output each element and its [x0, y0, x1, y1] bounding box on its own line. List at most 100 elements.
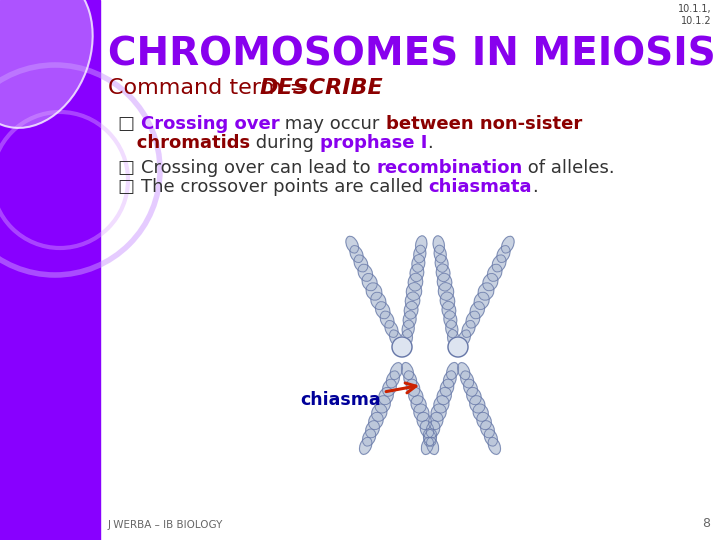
Ellipse shape: [421, 437, 433, 455]
Ellipse shape: [414, 245, 426, 263]
Ellipse shape: [457, 363, 470, 380]
Ellipse shape: [406, 379, 420, 396]
Circle shape: [448, 337, 468, 357]
Ellipse shape: [363, 429, 376, 446]
Ellipse shape: [376, 302, 390, 319]
Ellipse shape: [458, 330, 470, 347]
Ellipse shape: [477, 412, 491, 430]
Text: between non-sister: between non-sister: [385, 115, 582, 133]
Ellipse shape: [414, 404, 429, 421]
Text: chiasma: chiasma: [300, 383, 416, 409]
Circle shape: [392, 337, 412, 357]
Ellipse shape: [436, 264, 450, 282]
Ellipse shape: [437, 273, 452, 291]
Ellipse shape: [464, 379, 477, 396]
Text: of alleles.: of alleles.: [523, 159, 615, 177]
Ellipse shape: [488, 437, 500, 454]
Ellipse shape: [385, 320, 398, 338]
Text: J WERBA – IB BIOLOGY: J WERBA – IB BIOLOGY: [108, 520, 223, 530]
Ellipse shape: [435, 254, 448, 272]
Ellipse shape: [440, 292, 455, 310]
Ellipse shape: [0, 0, 93, 128]
Ellipse shape: [354, 255, 368, 272]
Ellipse shape: [497, 246, 510, 262]
Ellipse shape: [362, 273, 377, 291]
Ellipse shape: [470, 302, 485, 319]
Ellipse shape: [401, 329, 413, 347]
Text: Command term =: Command term =: [108, 78, 315, 98]
Ellipse shape: [404, 301, 418, 319]
Ellipse shape: [404, 371, 417, 388]
Ellipse shape: [431, 404, 446, 421]
Text: 8: 8: [702, 517, 710, 530]
Ellipse shape: [462, 320, 475, 338]
Ellipse shape: [478, 283, 494, 300]
Ellipse shape: [492, 255, 506, 272]
Ellipse shape: [403, 310, 416, 328]
Ellipse shape: [417, 412, 431, 430]
Text: The crossover points are called: The crossover points are called: [140, 178, 428, 196]
Ellipse shape: [375, 396, 390, 413]
Ellipse shape: [411, 396, 426, 413]
Ellipse shape: [406, 282, 422, 300]
Ellipse shape: [448, 329, 459, 347]
Ellipse shape: [438, 282, 454, 300]
Ellipse shape: [461, 371, 474, 388]
Ellipse shape: [442, 301, 456, 319]
Ellipse shape: [483, 273, 498, 291]
Text: □: □: [118, 178, 140, 196]
Ellipse shape: [485, 429, 498, 446]
Ellipse shape: [415, 236, 427, 254]
Ellipse shape: [437, 387, 451, 405]
Ellipse shape: [428, 412, 443, 430]
Text: may occur: may occur: [279, 115, 385, 133]
Text: □: □: [118, 159, 140, 177]
Ellipse shape: [424, 429, 436, 446]
Ellipse shape: [434, 396, 449, 413]
Ellipse shape: [371, 292, 386, 309]
Ellipse shape: [446, 362, 459, 380]
Ellipse shape: [434, 245, 446, 263]
Ellipse shape: [401, 362, 413, 380]
Ellipse shape: [366, 283, 382, 300]
Ellipse shape: [380, 311, 394, 328]
Ellipse shape: [410, 264, 424, 282]
Ellipse shape: [426, 421, 440, 438]
Text: chiasmata: chiasmata: [428, 178, 532, 196]
Ellipse shape: [405, 292, 420, 310]
Ellipse shape: [402, 320, 414, 338]
Ellipse shape: [390, 363, 402, 380]
Text: recombination: recombination: [376, 159, 523, 177]
Ellipse shape: [466, 311, 480, 328]
Ellipse shape: [467, 387, 481, 404]
Text: Crossing over: Crossing over: [140, 115, 279, 133]
Text: Crossing over can lead to: Crossing over can lead to: [140, 159, 376, 177]
Ellipse shape: [412, 254, 425, 272]
Ellipse shape: [426, 437, 438, 455]
Ellipse shape: [409, 387, 423, 405]
Ellipse shape: [469, 396, 485, 413]
Ellipse shape: [346, 237, 359, 253]
Text: □: □: [118, 115, 140, 133]
Ellipse shape: [423, 429, 436, 446]
Ellipse shape: [440, 379, 454, 396]
Text: .: .: [532, 178, 538, 196]
Ellipse shape: [379, 387, 393, 404]
Ellipse shape: [369, 412, 383, 430]
Ellipse shape: [433, 236, 444, 254]
Ellipse shape: [474, 292, 489, 309]
Ellipse shape: [446, 320, 458, 338]
Ellipse shape: [372, 404, 387, 421]
Bar: [0, 0, 100, 540]
Ellipse shape: [382, 379, 397, 396]
Text: during: during: [250, 134, 320, 152]
Ellipse shape: [408, 273, 423, 291]
Ellipse shape: [390, 330, 402, 347]
Ellipse shape: [387, 371, 400, 388]
Text: CHROMOSOMES IN MEIOSIS: CHROMOSOMES IN MEIOSIS: [108, 35, 716, 73]
Ellipse shape: [350, 246, 363, 262]
Ellipse shape: [444, 371, 456, 388]
Ellipse shape: [487, 264, 502, 281]
Text: 10.1.1,
10.1.2: 10.1.1, 10.1.2: [678, 4, 712, 26]
Ellipse shape: [502, 237, 514, 253]
